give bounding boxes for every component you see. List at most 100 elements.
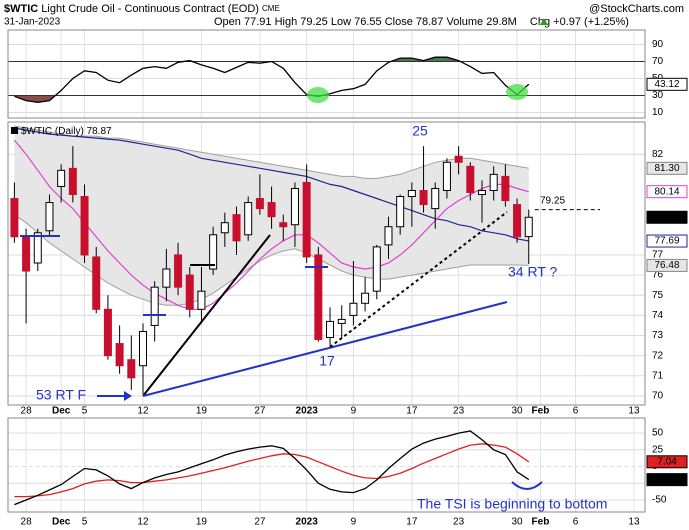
- candle-body: [524, 216, 533, 238]
- instrument-name: Light Crude Oil - Continuous Contract (E…: [41, 3, 259, 15]
- x-tick-label: 13: [628, 406, 640, 417]
- y-tick-label: 10: [652, 107, 664, 118]
- candle-body: [244, 202, 253, 236]
- annotation: 34 RT ?: [508, 264, 558, 280]
- close-value: 78.87: [416, 16, 444, 28]
- x-tick-label: 17: [406, 517, 418, 528]
- symbol: $WTIC: [4, 3, 38, 15]
- candle-body: [349, 302, 358, 316]
- close-label: Close: [385, 16, 413, 28]
- low-value: 76.55: [354, 16, 382, 28]
- price-legend: $WTIC (Daily) 78.87: [21, 126, 112, 137]
- legend-value: 78.87: [87, 126, 112, 137]
- x-tick-label: 5: [82, 517, 88, 528]
- value-tag: [646, 234, 688, 248]
- open-label: Open: [214, 16, 241, 28]
- y-tick-label: 82: [652, 149, 664, 160]
- series-line: [14, 443, 530, 498]
- candle-body: [57, 169, 66, 187]
- series-line: [14, 430, 530, 506]
- x-tick-label: Feb: [532, 517, 550, 528]
- y-tick-label: 30: [652, 90, 664, 101]
- x-tick-label: 9: [351, 517, 357, 528]
- value-tag: [646, 77, 688, 91]
- x-tick-label: 23: [453, 406, 465, 417]
- candle-body: [197, 290, 206, 310]
- candle-body: [489, 173, 498, 191]
- volume-value: 29.8M: [486, 16, 517, 28]
- candle-body: [209, 234, 218, 270]
- value-tag-label: 78.87: [654, 212, 679, 223]
- x-tick-label: Feb: [532, 406, 550, 417]
- candle-body: [68, 167, 77, 196]
- y-tick-label: 76: [652, 270, 664, 281]
- x-tick-label: 5: [82, 406, 88, 417]
- candle-body: [80, 196, 89, 256]
- value-tag: [646, 258, 688, 272]
- exchange: CME: [262, 4, 280, 13]
- watermark: @StockCharts.com: [589, 3, 684, 15]
- candle-body: [267, 202, 276, 218]
- highlight-circle: [506, 84, 528, 100]
- tsi-panel: [7, 417, 646, 513]
- annotation: 25: [412, 123, 428, 139]
- y-tick-label: 50: [652, 428, 664, 439]
- x-tick-label: 30: [512, 406, 524, 417]
- header-date: 31-Jan-2023: [4, 17, 61, 28]
- candle-body: [33, 232, 42, 264]
- x-tick-label: 30: [512, 517, 524, 528]
- x-tick-label: Dec: [52, 517, 71, 528]
- value-tag-label: 80.14: [654, 186, 679, 197]
- change-label: Chg: [530, 16, 550, 28]
- candle-body: [232, 214, 241, 242]
- x-tick-label: 12: [137, 517, 149, 528]
- x-tick-label: 12: [137, 406, 149, 417]
- x-tick-label: 17: [406, 406, 418, 417]
- candle-body: [174, 254, 183, 288]
- trend-line: [142, 301, 508, 397]
- rsi-panel: [7, 29, 646, 119]
- candle-body: [431, 187, 440, 210]
- trend-line: [329, 211, 508, 348]
- value-tag: [646, 185, 688, 199]
- candle-body: [162, 268, 171, 288]
- value-tag-label: 43.12: [654, 79, 679, 90]
- value-tag-label: 81.30: [654, 163, 679, 174]
- y-tick-label: 77: [652, 250, 664, 261]
- y-tick-label: 25: [652, 444, 664, 455]
- price-panel: [7, 121, 646, 406]
- x-tick-label: 27: [254, 517, 266, 528]
- y-tick-label: 75: [652, 290, 664, 301]
- over-layer: 25 17 53 RT F 34 RT ? The TSI is beginni…: [20, 84, 607, 512]
- volume-label: Volume: [446, 16, 483, 28]
- value-tag-label: -19.62: [653, 474, 682, 485]
- candle-body: [45, 202, 54, 232]
- x-tick-label: 27: [254, 406, 266, 417]
- annotation: 53 RT F: [36, 387, 86, 403]
- candle-body: [255, 198, 264, 210]
- x-tick-label: 23: [453, 517, 465, 528]
- legend-swatch: [11, 127, 18, 134]
- x-tick-label: 9: [351, 406, 357, 417]
- value-tag-label: 76.48: [654, 260, 679, 271]
- candle-body: [466, 165, 475, 193]
- open-value: 77.91: [244, 16, 272, 28]
- x-tick-label: 28: [21, 517, 33, 528]
- band-line: [14, 125, 529, 179]
- annotation: The TSI is beginning to bottom: [417, 496, 607, 512]
- candle-body: [185, 274, 194, 310]
- candle-body: [92, 256, 101, 310]
- moving-average: [13, 139, 529, 310]
- candle-body: [396, 196, 405, 228]
- candle-body: [326, 320, 335, 339]
- x-tick-label: Dec: [52, 406, 71, 417]
- high-value: 79.25: [300, 16, 328, 28]
- candle-body: [513, 204, 522, 238]
- candle-body: [279, 222, 288, 228]
- value-tag-label: 77.69: [654, 236, 679, 247]
- low-label: Low: [331, 16, 351, 28]
- candle-body: [115, 343, 124, 367]
- level-label: 79.25: [540, 195, 565, 206]
